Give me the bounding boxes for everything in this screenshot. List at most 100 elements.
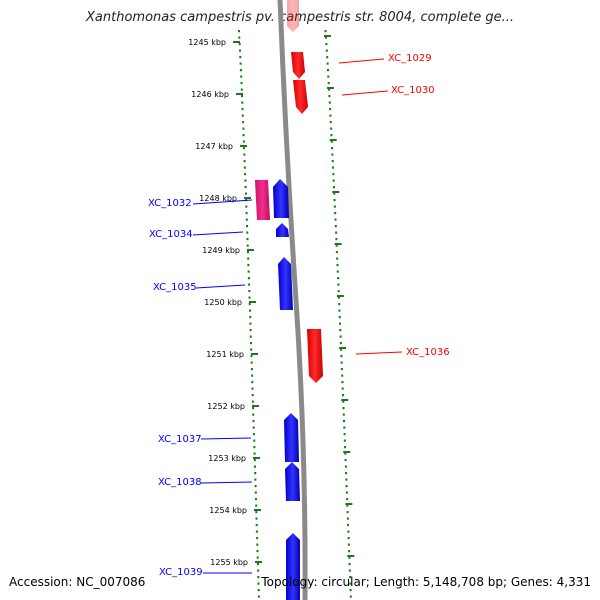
- outer-track-dot: [325, 43, 328, 46]
- gene-xc-1035[interactable]: XC_1035: [153, 257, 293, 310]
- scale-tick: 1255 kbp: [210, 558, 262, 567]
- inner-track-dot: [248, 303, 251, 306]
- inner-track-dot: [251, 400, 254, 403]
- inner-track-dot: [250, 342, 252, 345]
- genome-backbone: [277, 0, 308, 600]
- inner-track-dot: [254, 465, 256, 468]
- outer-track-dot: [346, 511, 349, 514]
- inner-track-dot: [252, 433, 255, 436]
- inner-track-dot: [257, 595, 260, 598]
- scale-tick: 1248 kbp: [199, 194, 251, 203]
- outer-track-dot: [349, 589, 352, 592]
- inner-track-dot: [257, 569, 260, 572]
- gene-label[interactable]: XC_1030: [391, 85, 435, 96]
- inner-track-dot: [240, 75, 243, 78]
- gene-label[interactable]: XC_1037: [158, 434, 202, 445]
- scale-tick: 1251 kbp: [206, 350, 258, 359]
- inner-track-dot: [257, 576, 260, 579]
- outer-track-dot: [329, 114, 332, 117]
- inner-track-dot: [252, 420, 255, 423]
- inner-track-dot: [239, 49, 241, 52]
- outer-track-dot: [331, 147, 334, 150]
- inner-track-dot: [249, 316, 252, 319]
- outer-track-dot: [343, 433, 346, 436]
- gene-xc-1028-partial[interactable]: [287, 0, 299, 32]
- inner-track-dot: [244, 179, 247, 182]
- inner-track-dot: [245, 205, 248, 208]
- outer-track-dot: [342, 407, 345, 410]
- topology-label: Topology: circular; Length: 5,148,708 bp…: [261, 575, 591, 589]
- outer-track-dot: [349, 582, 352, 585]
- inner-track-dot: [254, 491, 257, 494]
- outer-track-dot: [339, 329, 342, 332]
- inner-scale-track: [238, 30, 260, 598]
- outer-track-dot: [338, 309, 341, 312]
- outer-track-dot: [344, 459, 347, 462]
- outer-track-dot: [335, 244, 338, 247]
- scale-tick-label: 1251 kbp: [206, 350, 244, 359]
- inner-track-dot: [250, 368, 253, 371]
- gene-xc-1030[interactable]: XC_1030: [293, 80, 435, 114]
- outer-track-dot: [345, 478, 348, 481]
- inner-track-dot: [247, 257, 250, 260]
- gene-xc-1034[interactable]: XC_1034: [149, 223, 289, 240]
- inner-track-dot: [245, 212, 248, 215]
- gene-label[interactable]: XC_1036: [406, 347, 450, 358]
- inner-track-dot: [248, 296, 251, 299]
- gene-label[interactable]: XC_1034: [149, 229, 193, 240]
- outer-track-dot: [337, 277, 340, 280]
- scale-tick: 1254 kbp: [209, 506, 261, 515]
- outer-track-dot: [324, 30, 327, 33]
- outer-track-dot: [348, 563, 351, 566]
- gene-label[interactable]: XC_1029: [388, 53, 432, 64]
- outer-track-dot: [333, 199, 336, 202]
- outer-track-dot: [340, 368, 343, 371]
- outer-track-dot: [346, 498, 349, 501]
- inner-track-dot: [242, 127, 245, 130]
- outer-track-dot: [328, 95, 331, 98]
- gene-label[interactable]: XC_1032: [148, 198, 192, 209]
- inner-track-dot: [244, 192, 247, 195]
- inner-track-dot: [251, 387, 254, 390]
- outer-track-dot: [347, 537, 350, 540]
- inner-track-dot: [257, 582, 260, 585]
- outer-track-dot: [346, 504, 349, 507]
- outer-track-dot: [329, 108, 332, 111]
- gene-xc-1029[interactable]: XC_1029: [291, 52, 432, 79]
- outer-track-dot: [330, 140, 333, 143]
- outer-track-dot: [345, 472, 348, 475]
- gene-xc-1036[interactable]: XC_1036: [307, 329, 450, 383]
- inner-track-dot: [255, 524, 258, 527]
- inner-track-dot: [252, 407, 255, 410]
- outer-track-dot: [327, 82, 330, 85]
- outer-track-dot: [346, 517, 349, 520]
- gene-xc-1038[interactable]: XC_1038: [158, 462, 300, 501]
- outer-track-dot: [348, 569, 351, 572]
- outer-track-dot: [327, 75, 330, 78]
- gene-label[interactable]: XC_1038: [158, 477, 202, 488]
- outer-track-dot: [342, 413, 345, 416]
- gene-label[interactable]: XC_1039: [159, 567, 203, 578]
- inner-track-dot: [240, 82, 243, 85]
- outer-track-dot: [339, 322, 341, 325]
- inner-track-dot: [256, 543, 259, 546]
- inner-track-dot: [255, 517, 258, 520]
- gene-xc-1037[interactable]: XC_1037: [158, 413, 299, 462]
- gene-xc-1039[interactable]: XC_1039: [159, 533, 300, 600]
- gene-xc-1032[interactable]: XC_1032: [148, 179, 289, 220]
- inner-track-dot: [243, 153, 246, 156]
- scale-tick-label: 1248 kbp: [199, 194, 237, 203]
- inner-track-dot: [257, 589, 260, 592]
- inner-track-dot: [255, 504, 258, 507]
- inner-track-dot: [249, 309, 251, 312]
- outer-track-dot: [333, 205, 336, 208]
- outer-track-dot: [345, 491, 348, 494]
- outer-track-dot: [328, 88, 331, 91]
- inner-track-dot: [254, 485, 257, 488]
- gene-label[interactable]: XC_1035: [153, 282, 197, 293]
- outer-track-dot: [341, 387, 344, 390]
- outer-track-dot: [325, 36, 327, 39]
- outer-track-dot: [332, 179, 335, 182]
- inner-track-dot: [246, 231, 249, 234]
